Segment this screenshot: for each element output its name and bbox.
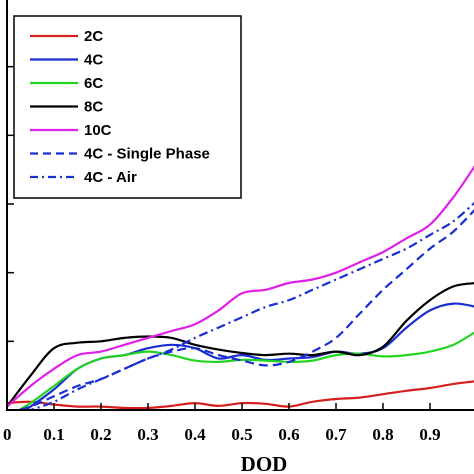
legend-label: 2C bbox=[84, 28, 103, 45]
legend-label: 8C bbox=[84, 99, 103, 116]
x-tick-label: 0.2 bbox=[90, 425, 111, 444]
x-tick-label: 0.4 bbox=[184, 425, 206, 444]
x-tick-label: 0.8 bbox=[372, 425, 393, 444]
series-line-5 bbox=[7, 165, 474, 408]
x-tick-label: 0.5 bbox=[231, 425, 252, 444]
legend-label: 4C - Single Phase bbox=[84, 146, 210, 163]
series-line-7 bbox=[26, 201, 474, 410]
legend-label: 4C bbox=[84, 52, 103, 69]
x-axis-label: DOD bbox=[241, 452, 288, 474]
x-tick-label: 0.9 bbox=[419, 425, 440, 444]
x-tick-label: 0 bbox=[3, 425, 12, 444]
series-line-6 bbox=[15, 208, 474, 410]
legend-label: 10C bbox=[84, 122, 112, 139]
x-tick-label: 0.3 bbox=[137, 425, 158, 444]
legend-label: 4C - Air bbox=[84, 169, 137, 186]
series-line-4 bbox=[7, 282, 474, 408]
x-tick-label: 0.7 bbox=[325, 425, 347, 444]
series-line-3 bbox=[16, 331, 474, 410]
legend-label: 6C bbox=[84, 75, 103, 92]
x-tick-label: 0.1 bbox=[43, 425, 64, 444]
legend: 2C 4C 6C 8C 10C 4C - Single Phase 4C - Air bbox=[13, 15, 242, 199]
x-tick-label: 0.6 bbox=[278, 425, 299, 444]
